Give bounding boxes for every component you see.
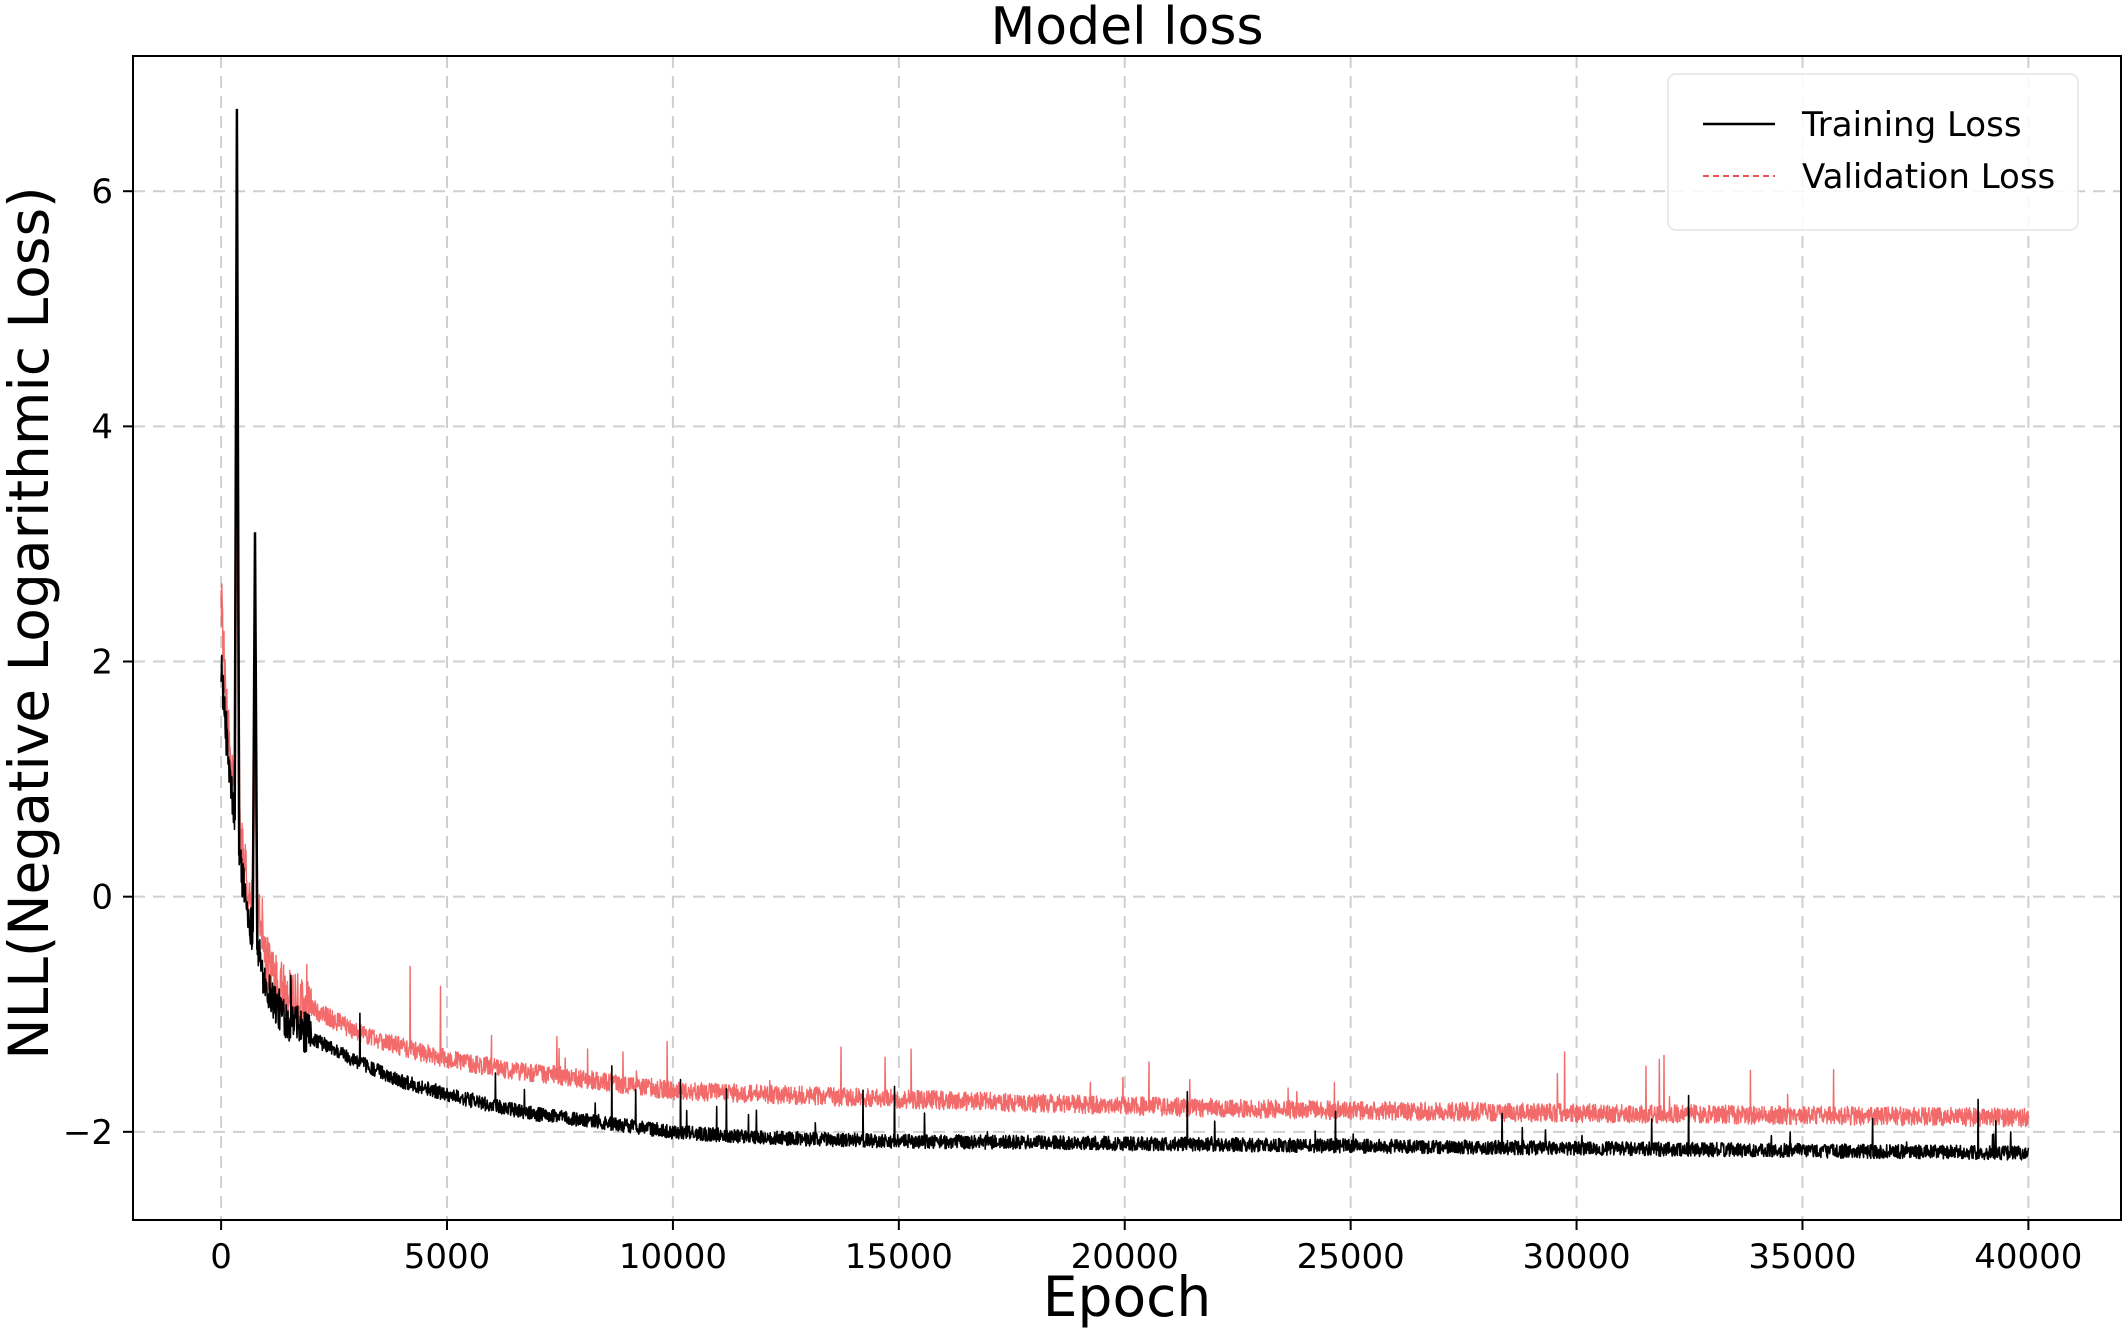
x-tick-label: 30000 (1522, 1237, 1630, 1277)
x-tick-label: 35000 (1748, 1237, 1856, 1277)
ticks: 0 5000 10000 15000 20000 25000 30000 35000 40000… (63, 172, 2083, 1277)
x-tick-label: 25000 (1297, 1237, 1405, 1277)
x-tick-label: 15000 (845, 1237, 953, 1277)
legend-label-training: Training Loss (1801, 105, 2022, 145)
y-tick-label: 6 (91, 172, 113, 212)
training-loss-spike (251, 532, 259, 950)
y-tick-label: 0 (91, 878, 113, 918)
series-training-loss (220, 155, 2030, 1161)
x-axis-title: Epoch (1043, 1265, 1211, 1329)
x-tick-label: 0 (210, 1237, 232, 1277)
plot-frame (132, 55, 2122, 1221)
legend: Training Loss Validation Loss (1667, 73, 2079, 231)
x-tick-label: 5000 (404, 1237, 491, 1277)
chart-title: Model loss (990, 0, 1263, 57)
grid (133, 56, 2121, 1220)
series-layer (220, 108, 2030, 1161)
x-tick-label: 20000 (1071, 1237, 1179, 1277)
x-tick-label: 40000 (1974, 1237, 2082, 1277)
x-tick-label: 10000 (619, 1237, 727, 1277)
y-axis-title: NLL(Negative Logarithmic Loss) (0, 186, 61, 1059)
y-tick-label: 4 (91, 407, 113, 447)
y-tick-label: 2 (91, 643, 113, 683)
training-loss-spike (233, 108, 241, 856)
legend-label-validation: Validation Loss (1802, 157, 2055, 197)
legend-box (1667, 73, 2079, 231)
series-validation-loss (220, 321, 2030, 1128)
y-tick-label: −2 (63, 1113, 113, 1153)
